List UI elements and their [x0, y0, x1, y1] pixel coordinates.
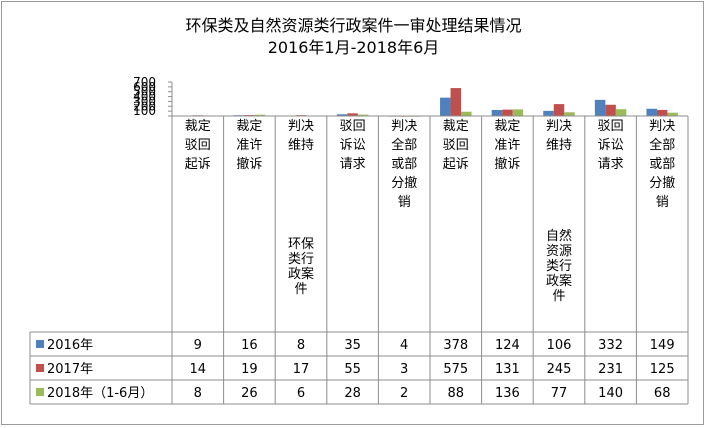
table-value: 106: [547, 338, 572, 353]
category-label: 驳回诉讼请求: [340, 119, 366, 172]
bar-3-2: [254, 114, 266, 116]
table-value: 131: [495, 362, 520, 377]
table-value: 6: [297, 386, 305, 401]
category-label: 判决维持: [288, 119, 314, 153]
table-value: 575: [443, 362, 468, 377]
table-value: 332: [598, 338, 623, 353]
table-value: 8: [297, 338, 305, 353]
bar-2-6: [450, 88, 462, 116]
legend-label: 2018年（1-6月）: [47, 386, 153, 401]
bar-1-4: [336, 114, 348, 116]
bar-3-4: [357, 114, 369, 116]
table-value: 68: [654, 386, 671, 401]
table-value: 2: [400, 386, 408, 401]
y-tick-label: 500: [133, 85, 156, 99]
table-value: 14: [190, 362, 207, 377]
y-tick-label: 600: [133, 80, 156, 94]
table-value: 231: [598, 362, 623, 377]
legend-swatch: [36, 364, 44, 372]
category-label: 驳回诉讼请求: [598, 119, 624, 172]
bar-2-7: [502, 109, 513, 116]
legend-label: 2017年: [47, 362, 93, 377]
table-value: 17: [293, 362, 310, 377]
table-value: 55: [344, 362, 361, 377]
category-label: 裁定驳回起诉: [185, 118, 211, 172]
bar-1-10: [646, 108, 657, 116]
table-value: 77: [551, 386, 568, 401]
category-label: 裁定准许撤诉: [494, 118, 520, 172]
bar-2-10: [656, 109, 668, 116]
table-value: 9: [194, 338, 202, 353]
table-value: 19: [241, 362, 258, 377]
table-value: 124: [495, 338, 520, 353]
chart-subtitle: 2016年1月-2018年6月: [267, 38, 440, 57]
category-label: 裁定准许撤诉: [236, 118, 262, 172]
y-tick-label: 300: [133, 94, 156, 108]
category-label: 裁定驳回起诉: [443, 118, 469, 172]
bar-1-6: [440, 97, 451, 116]
table-value: 136: [495, 386, 520, 401]
y-tick-label: 700: [133, 75, 156, 89]
bar-2-4: [347, 113, 358, 116]
table-value: 3: [400, 362, 408, 377]
legend-label: 2016年: [47, 338, 93, 353]
y-tick-label: 400: [133, 90, 156, 104]
table-value: 4: [400, 338, 408, 353]
bar-1-8: [543, 110, 554, 116]
bar-3-7: [512, 109, 524, 116]
bar-3-6: [461, 111, 472, 116]
y-tick-label: 200: [133, 99, 156, 113]
group-label: 自然资源类行政案件: [546, 228, 572, 304]
table-value: 16: [241, 338, 258, 353]
legend-swatch: [36, 388, 44, 396]
bar-3-10: [667, 112, 678, 116]
table-value: 35: [344, 338, 361, 353]
bar-1-7: [491, 109, 503, 116]
category-label: 判决全部或部分撤销: [649, 119, 675, 210]
table-value: 378: [443, 338, 468, 353]
bar-1-9: [594, 99, 606, 116]
bar-3-9: [615, 109, 627, 116]
bar-2-9: [605, 104, 616, 116]
table-value: 245: [547, 362, 572, 377]
table-value: 149: [650, 338, 675, 353]
bar-2-8: [553, 104, 565, 116]
bar-3-8: [564, 112, 575, 116]
group-label: 环保类行政案件: [288, 237, 314, 297]
table-value: 26: [241, 386, 258, 401]
legend-swatch: [36, 340, 44, 348]
table-value: 28: [344, 386, 361, 401]
chart-title: 环保类及自然资源类行政案件一审处理结果情况: [185, 16, 522, 35]
category-label: 判决维持: [546, 119, 572, 153]
table-value: 88: [448, 386, 465, 401]
y-tick-label: 100: [133, 104, 156, 118]
category-label: 判决全部或部分撤销: [391, 119, 417, 210]
table-value: 8: [194, 386, 202, 401]
table-value: 125: [650, 362, 675, 377]
table-value: 140: [598, 386, 623, 401]
